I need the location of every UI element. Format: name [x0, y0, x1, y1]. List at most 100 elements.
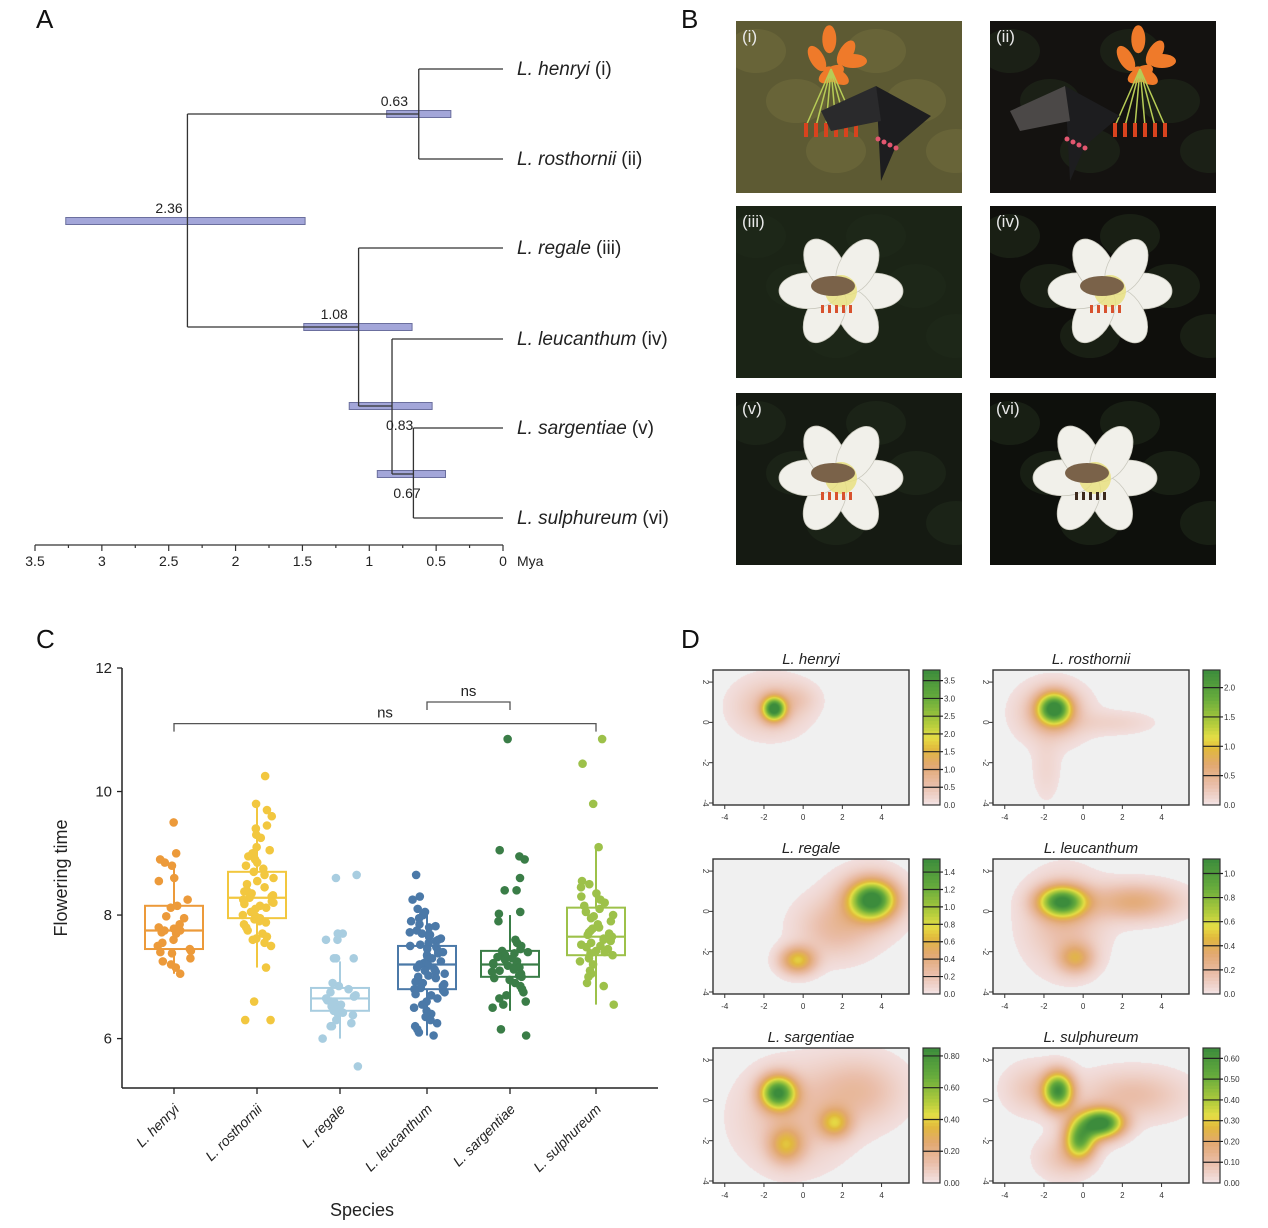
stamen-shape: [1139, 68, 1156, 127]
tip-label-sargentiae: L. sargentiae (v): [517, 418, 654, 439]
colorbar-segment: [923, 1156, 940, 1160]
colorbar-segment: [1203, 889, 1220, 894]
photo-label: (ii): [996, 27, 1015, 46]
tip-label-leucanthum: L. leucanthum (iv): [517, 329, 668, 350]
colorbar-tick-label: 0.6: [1224, 918, 1236, 927]
colorbar-segment: [923, 764, 940, 769]
anther-shape: [1090, 305, 1093, 313]
photo-label: (i): [742, 27, 758, 46]
colorbar-segment: [923, 1112, 940, 1116]
colorbar-segment: [923, 744, 940, 749]
colorbar-segment: [923, 950, 940, 954]
colorbar-tick-label: 0.40: [1224, 1096, 1240, 1105]
colorbar-tick-label: 0.2: [1224, 966, 1236, 975]
colorbar-segment: [923, 929, 940, 934]
colorbar-segment: [1203, 1166, 1220, 1170]
anther-shape: [814, 123, 818, 137]
colorbar-segment: [923, 879, 940, 884]
data-point: [252, 858, 262, 867]
x-tick-label: -4: [721, 813, 729, 822]
colorbar-tick-label: 1.0: [944, 765, 956, 774]
tip-name: L. sargentiae: [517, 418, 627, 439]
anther-shape: [821, 492, 824, 500]
data-point: [171, 963, 181, 972]
y-axis-label: Flowering time: [51, 819, 71, 936]
colorbar-segment: [1203, 990, 1220, 995]
data-point: [251, 824, 261, 833]
y-tick-label: 12: [95, 660, 112, 677]
data-point: [584, 953, 594, 963]
tip-name: L. leucanthum: [517, 329, 636, 350]
x-tick-label: -4: [1001, 813, 1009, 822]
colorbar-segment: [1203, 1095, 1220, 1100]
colorbar-segment: [1203, 987, 1220, 992]
pollinator-photo: (v): [736, 393, 962, 565]
foliage-shape: [736, 29, 786, 73]
density-plot-title: L. leucanthum: [1044, 840, 1138, 857]
colorbar-segment: [923, 1179, 940, 1184]
colorbar-segment: [923, 960, 940, 965]
colorbar-segment: [923, 794, 940, 799]
time-axis-tick-label: 0.5: [426, 553, 446, 569]
data-point: [583, 930, 593, 940]
x-tick-label: 4: [1159, 813, 1164, 822]
data-point: [348, 1010, 358, 1020]
data-point: [266, 941, 276, 951]
data-point: [436, 957, 446, 966]
colorbar-segment: [1203, 754, 1220, 759]
data-point: [519, 987, 528, 997]
anther-shape: [849, 305, 852, 313]
data-point: [424, 971, 433, 980]
x-tick-label: 0: [1081, 1191, 1086, 1200]
data-point: [240, 1015, 250, 1025]
colorbar-segment: [1203, 916, 1220, 921]
colorbar-segment: [923, 1122, 940, 1127]
colorbar-segment: [1203, 1162, 1220, 1167]
anther-shape: [835, 305, 838, 313]
wing-spot-shape: [881, 139, 887, 145]
phylogenetic-tree: 2.36 0.63 1.08 0.83 0.67 L. henryi (i) L. rosth…: [25, 59, 669, 569]
foliage-shape: [1180, 129, 1216, 173]
y-tick-label: 0: [981, 720, 990, 725]
anther-shape: [835, 492, 838, 500]
time-axis-tick-label: 2: [232, 553, 240, 569]
data-point: [599, 981, 609, 991]
colorbar-segment: [1203, 899, 1220, 904]
density-canvas: [993, 859, 1189, 994]
y-tick-label: -4: [701, 799, 710, 807]
wing-spot-shape: [875, 136, 881, 142]
colorbar-segment: [1203, 1048, 1220, 1052]
x-tick-label: 4: [1159, 1191, 1164, 1200]
data-point: [349, 992, 359, 1001]
colorbar-tick-label: 0.20: [1224, 1137, 1240, 1146]
colorbar-tick-label: 1.5: [1224, 713, 1236, 722]
colorbar-segment: [923, 886, 940, 890]
x-tick-label: 2: [1120, 813, 1125, 822]
colorbar-segment: [923, 771, 940, 776]
colorbar-segment: [923, 1142, 940, 1147]
anther-shape: [1143, 123, 1147, 137]
density-canvas: [713, 1048, 909, 1183]
anther-shape: [1118, 305, 1121, 313]
y-tick-label: 2: [981, 1058, 990, 1063]
colorbar-segment: [1203, 940, 1220, 944]
y-tick-label: 0: [701, 720, 710, 725]
significance-label: ns: [377, 705, 393, 722]
anther-shape: [1163, 123, 1167, 137]
density-plot-title: L. sulphureum: [1043, 1029, 1138, 1046]
flowering-time-boxplot: 6 8 10 12 Flowering time Species L. henryi L. r…: [51, 660, 658, 1220]
tip-roman: (i): [595, 59, 612, 80]
data-point: [426, 1015, 435, 1025]
data-point: [331, 873, 341, 883]
colorbar-segment: [1203, 683, 1220, 688]
colorbar-segment: [923, 1105, 940, 1110]
colorbar-segment: [923, 740, 940, 745]
time-axis-tick-label: 1: [365, 553, 373, 569]
density-canvas: [713, 859, 909, 994]
anther-shape: [842, 492, 845, 500]
data-point: [265, 845, 275, 855]
data-point: [333, 935, 342, 945]
data-point: [334, 981, 344, 991]
density-plot-frame: [992, 669, 1190, 806]
data-point: [347, 1018, 356, 1028]
